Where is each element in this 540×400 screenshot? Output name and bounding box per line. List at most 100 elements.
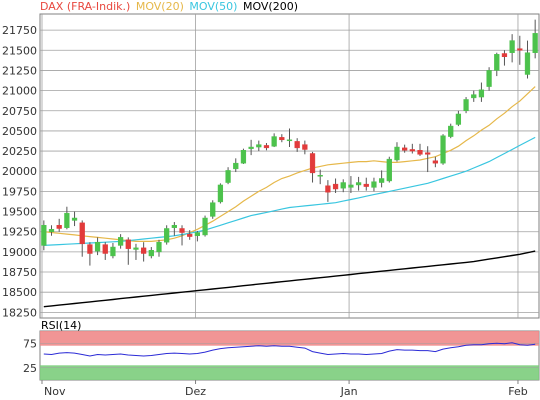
candle-body	[194, 232, 201, 237]
y-tick-label: 21750	[2, 24, 37, 37]
y-tick-label: 21500	[2, 44, 37, 57]
candle-body	[41, 225, 47, 246]
y-tick-label: 19500	[2, 206, 37, 219]
candle-body	[271, 136, 277, 147]
candle-body	[517, 48, 523, 51]
oversold-band	[40, 365, 539, 380]
candle-body	[371, 181, 377, 188]
rsi-panel: 25 75	[23, 330, 540, 381]
candle-body	[332, 183, 339, 190]
candle-body	[524, 52, 531, 75]
y-tick-label: 19000	[2, 246, 37, 259]
candle-body	[463, 99, 469, 112]
rsi-tick-label: 75	[23, 337, 37, 350]
candle-body	[164, 228, 170, 243]
candle-body	[64, 212, 70, 228]
y-tick-label: 20750	[2, 105, 37, 118]
candle-body	[348, 184, 354, 188]
candle-body	[202, 217, 208, 236]
candle-body	[402, 147, 408, 151]
y-tick-label: 21000	[2, 85, 37, 98]
candle-body	[179, 228, 185, 233]
candle-body	[217, 184, 224, 203]
y-tick-label: 19750	[2, 185, 37, 198]
candle-body	[417, 150, 423, 155]
candle-body	[240, 150, 247, 164]
candle-body	[279, 137, 285, 141]
legend-item-mov200: MOV(200)	[242, 0, 299, 13]
candle-body	[494, 54, 500, 71]
rsi-line	[43, 342, 536, 357]
price-panel-frame	[39, 13, 540, 319]
candle-body	[432, 160, 438, 164]
x-tick-label: Nov	[44, 385, 66, 398]
candle-body	[125, 239, 131, 249]
legend-item-dax: DAX (FRA-Indik.)	[40, 0, 131, 13]
rsi-title: RSI(14)	[41, 319, 82, 332]
legend-item-mov50: MOV(50)	[189, 0, 238, 13]
candle-body	[48, 229, 55, 232]
candle-body	[409, 149, 415, 152]
overbought-band	[40, 331, 539, 346]
candle-body	[71, 217, 78, 221]
legend-item-mov20: MOV(20)	[135, 0, 184, 13]
candle-body	[87, 244, 93, 254]
candle-body	[394, 146, 400, 161]
y-tick-label: 19250	[2, 226, 37, 239]
candle-body	[79, 222, 85, 245]
y-tick-label: 20000	[2, 165, 37, 178]
candle-body	[117, 237, 124, 246]
candle-body	[363, 183, 369, 187]
candle-body	[325, 185, 331, 193]
candle-body	[355, 182, 362, 186]
candle-body	[486, 70, 492, 87]
candle-body	[248, 146, 254, 149]
candle-body	[302, 144, 308, 150]
candle-body	[225, 170, 231, 183]
candle-body	[263, 145, 270, 149]
x-tick-label: Feb	[508, 385, 527, 398]
candle-body	[256, 144, 262, 148]
candle-body	[148, 250, 154, 257]
candle-body	[187, 233, 193, 237]
candle-body	[440, 135, 446, 164]
x-axis: Nov Dez Jan Feb	[41, 380, 528, 398]
rsi-tick-label: 25	[23, 362, 37, 375]
candle-body	[133, 247, 139, 250]
candle-body	[425, 152, 431, 155]
candle-body	[294, 141, 300, 149]
candle-body	[141, 247, 147, 254]
chart-legend: DAX (FRA-Indik.) MOV(20) MOV(50) MOV(200…	[40, 1, 300, 13]
x-tick-label: Jan	[340, 385, 358, 398]
y-tick-label: 20250	[2, 145, 37, 158]
candle-body	[317, 175, 323, 177]
price-panel: 18250 18500 18750 19000 19250 19500 19750 20000…	[2, 13, 540, 319]
candle-body	[455, 113, 462, 125]
candle-body	[286, 139, 293, 142]
candle-body	[478, 89, 485, 98]
candle-body	[233, 162, 239, 170]
candle-body	[509, 40, 515, 53]
candle-body	[210, 202, 216, 217]
candle-body	[309, 153, 316, 174]
y-tick-label: 18500	[2, 286, 37, 299]
candle-body	[340, 182, 346, 189]
candle-body	[471, 94, 477, 99]
mov200-line	[43, 250, 536, 308]
candle-body	[56, 225, 62, 229]
x-tick-label: Dez	[185, 385, 206, 398]
y-tick-label: 20500	[2, 125, 37, 138]
y-tick-label: 18250	[2, 306, 37, 319]
candle-body	[501, 53, 508, 57]
candle-body	[532, 33, 538, 53]
candle-body	[386, 158, 392, 182]
candle-body	[102, 244, 108, 254]
candle-body	[156, 241, 162, 253]
candle-body	[171, 225, 177, 228]
candle-body	[94, 241, 101, 252]
candle-body	[110, 246, 116, 257]
y-tick-label: 21250	[2, 64, 37, 77]
candle-body	[448, 125, 454, 137]
candle-body	[378, 178, 385, 183]
